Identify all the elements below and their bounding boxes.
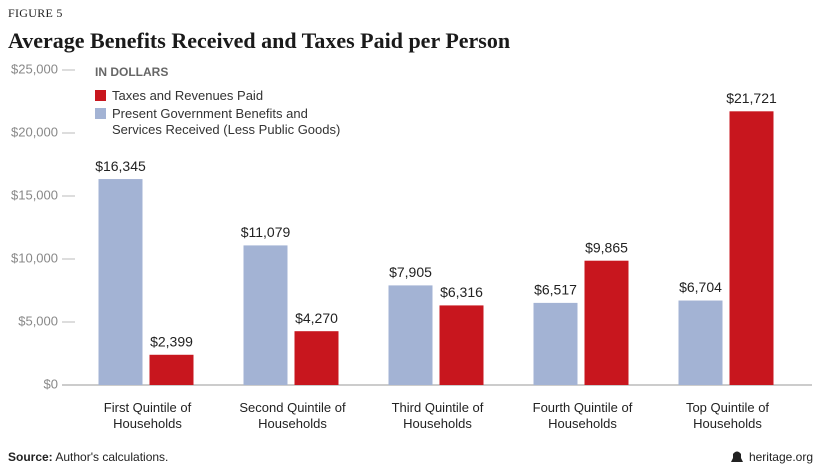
- brand-icon: [731, 451, 743, 462]
- y-tick-label: $15,000: [11, 187, 58, 202]
- x-tick-label: Second Quintile of Households: [239, 400, 346, 431]
- y-tick-label: $20,000: [11, 124, 58, 139]
- value-label: $16,345: [95, 158, 146, 174]
- value-label: $6,517: [534, 282, 577, 298]
- x-tick-label: First Quintile of Households: [103, 400, 192, 431]
- bar: [439, 305, 484, 385]
- y-tick-label: $25,000: [11, 61, 58, 76]
- brand: heritage.org: [748, 450, 813, 464]
- value-label: $2,399: [150, 333, 193, 349]
- y-tick-label: $0: [44, 376, 58, 391]
- y-tick-label: $5,000: [18, 313, 58, 328]
- bar: [294, 331, 339, 385]
- legend-swatch: [95, 108, 106, 119]
- figure-label: FIGURE 5: [8, 6, 63, 20]
- bar: [388, 285, 433, 385]
- value-label: $7,905: [389, 264, 432, 280]
- source-text: Author's calculations.: [55, 450, 169, 464]
- bar: [584, 260, 629, 385]
- bar: [533, 302, 578, 385]
- y-tick-label: $10,000: [11, 250, 58, 265]
- value-label: $6,704: [679, 279, 722, 295]
- value-label: $9,865: [585, 239, 628, 255]
- bar: [243, 245, 288, 385]
- unit-label: IN DOLLARS: [95, 65, 169, 79]
- source: Source: Author's calculations.: [8, 450, 168, 464]
- bar: [678, 300, 723, 385]
- legend-swatch: [95, 90, 106, 101]
- x-tick-label: Third Quintile of Households: [391, 400, 484, 431]
- legend-label: Taxes and Revenues Paid: [112, 88, 264, 103]
- bar: [149, 354, 194, 385]
- value-label: $6,316: [440, 284, 483, 300]
- bar: [729, 111, 774, 385]
- x-tick-label: Top Quintile of Households: [685, 400, 770, 431]
- value-label: $21,721: [726, 90, 777, 106]
- value-label: $11,079: [241, 224, 291, 240]
- chart-title: Average Benefits Received and Taxes Paid…: [8, 28, 511, 53]
- legend-label: Present Government Benefits and Services…: [112, 106, 341, 137]
- bar: [98, 179, 143, 385]
- x-tick-label: Fourth Quintile of Households: [532, 400, 633, 431]
- source-label: Source:: [8, 450, 53, 464]
- value-label: $4,270: [295, 310, 338, 326]
